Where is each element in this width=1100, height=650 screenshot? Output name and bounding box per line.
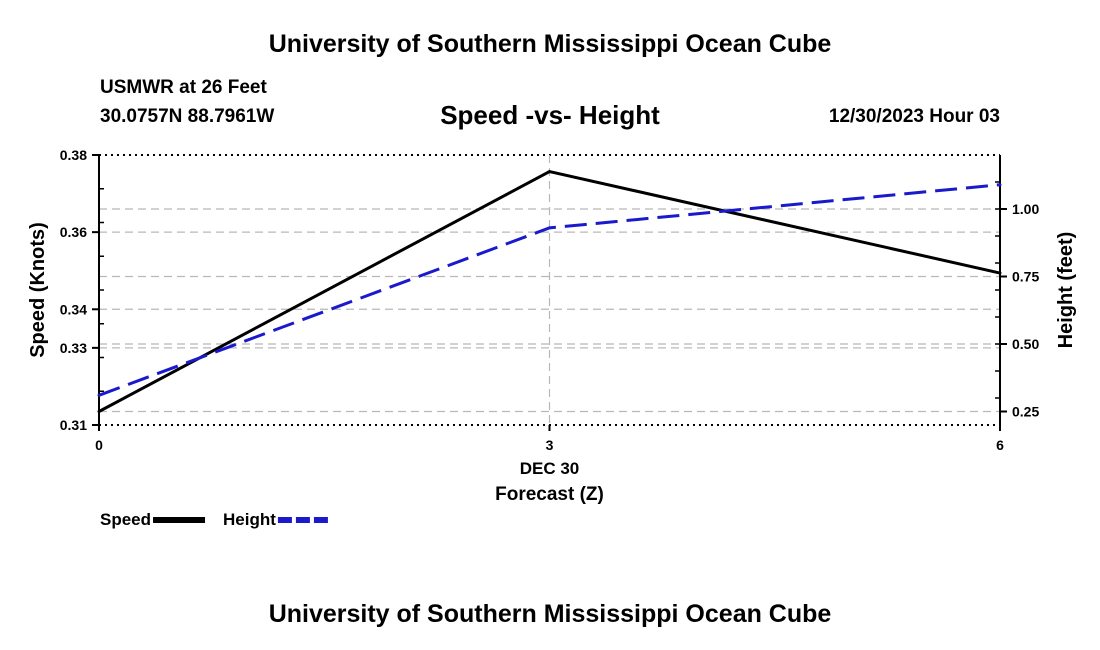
- x-sublabel: DEC 30: [520, 459, 580, 478]
- data-point-speed: [998, 271, 1002, 275]
- station-coordinates: 30.0757N 88.7961W: [100, 106, 275, 127]
- left-tick-label: 0.31: [60, 417, 87, 433]
- left-tick-label: 0.36: [60, 224, 87, 240]
- footer-title: University of Southern Mississippi Ocean…: [268, 600, 832, 628]
- right-tick-label: 0.75: [1012, 269, 1039, 285]
- right-tick-label: 0.50: [1012, 336, 1039, 352]
- data-point-height: [998, 183, 1002, 187]
- x-tick-label: 6: [996, 437, 1004, 453]
- left-tick-label: 0.38: [60, 147, 87, 163]
- speed-height-chart: 0.31 0.33 0.34 0.36 0.38 0.25 0.50 0.75 1.00 0 3 6 D…: [27, 147, 1077, 529]
- x-tick-label: 0: [95, 437, 103, 453]
- data-point-height: [548, 226, 551, 230]
- chart-title: Speed -vs- Height: [440, 100, 660, 130]
- data-point-speed: [97, 410, 101, 413]
- right-axis-label: Height (feet): [1055, 232, 1077, 349]
- left-tick-label: 0.33: [60, 340, 87, 356]
- station-label: USMWR at 26 Feet: [100, 77, 267, 98]
- x-tick-label: 3: [546, 437, 554, 453]
- legend-label-speed: Speed: [100, 510, 151, 529]
- forecast-date: 12/30/2023 Hour 03: [828, 106, 1000, 127]
- right-tick-label: 1.00: [1012, 201, 1039, 217]
- left-axis-label: Speed (Knots): [27, 222, 49, 358]
- legend-label-height: Height: [223, 510, 276, 529]
- data-point-height: [97, 393, 101, 397]
- data-point-speed: [548, 170, 551, 174]
- x-axis-label: Forecast (Z): [495, 484, 604, 505]
- page-title: University of Southern Mississippi Ocean…: [268, 30, 832, 58]
- right-tick-label: 0.25: [1012, 404, 1039, 420]
- left-tick-label: 0.34: [60, 301, 87, 317]
